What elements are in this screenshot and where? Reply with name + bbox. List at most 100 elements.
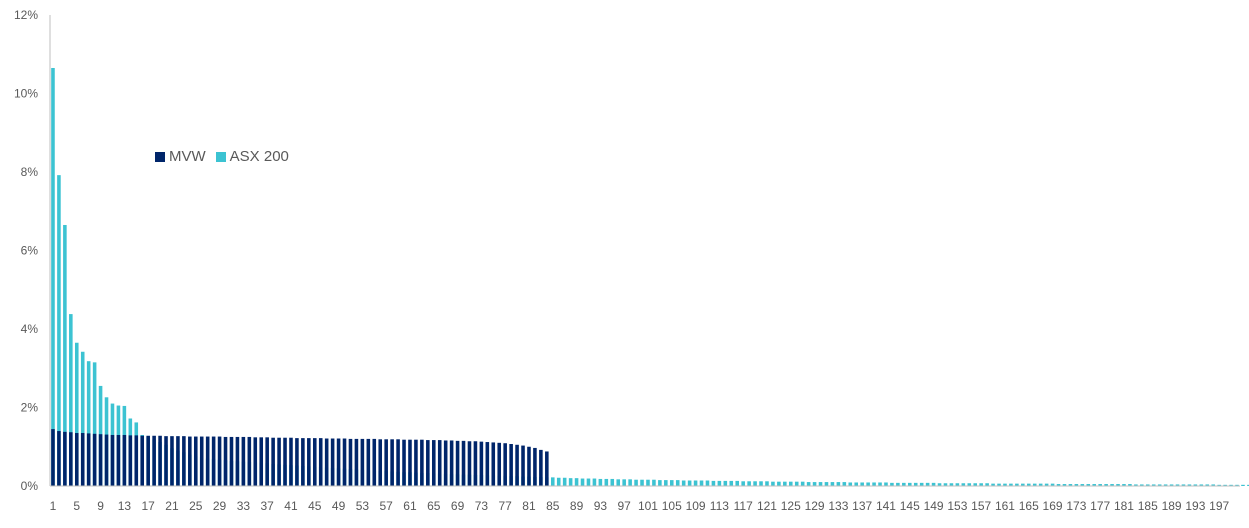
mvw-bar [330, 438, 335, 486]
mvw-bar [57, 431, 61, 486]
asx200-bar [74, 342, 79, 486]
asx200-bar [598, 478, 603, 486]
x-tick-label: 173 [1066, 499, 1086, 513]
asx200-bar [652, 479, 656, 486]
asx200-bar [1205, 484, 1210, 486]
asx200-bar [961, 483, 966, 486]
mvw-bar [283, 437, 287, 486]
y-tick-label: 0% [21, 479, 39, 493]
mvw-bar [122, 434, 127, 486]
mvw-bar [485, 442, 490, 486]
asx200-bar [741, 481, 745, 486]
mvw-bar [158, 435, 162, 486]
asx200-bar [1056, 484, 1061, 486]
asx200-bar [1151, 484, 1156, 486]
x-axis-tick-labels: 1 5 9 13 17 21 25 29 33 37 41 45 49 53 57 61 65 69 73 77 81 8… [50, 499, 1230, 513]
asx200-bar [681, 480, 686, 486]
asx200-bar [890, 482, 894, 486]
x-tick-label: 37 [261, 499, 275, 513]
mvw-bar [539, 449, 543, 486]
x-tick-label: 153 [947, 499, 967, 513]
asx200-bar [1175, 484, 1180, 486]
asx200-bar [800, 481, 805, 486]
asx200-bar [794, 481, 799, 486]
asx200-bar [1050, 483, 1055, 486]
asx200-bar [991, 483, 995, 486]
legend-swatch-mvw [155, 151, 165, 162]
legend-item-mvw: MVW [155, 148, 206, 165]
mvw-bar [455, 440, 460, 486]
asx200-bar [777, 481, 781, 486]
asx200-bar [1187, 484, 1192, 486]
mvw-bar [461, 440, 466, 486]
asx200-bar [80, 351, 85, 486]
mvw-bar [521, 445, 525, 486]
mvw-bar [402, 439, 406, 486]
mvw-bar [69, 432, 73, 486]
asx200-bar [1062, 484, 1067, 486]
mvw-bar [372, 438, 377, 486]
asx200-bar [556, 477, 561, 486]
mvw-bar [342, 438, 347, 486]
x-tick-label: 161 [995, 499, 1015, 513]
mvw-bar [503, 443, 507, 486]
mvw-bar [390, 439, 394, 486]
mvw-bar [146, 435, 150, 486]
asx200-bar [872, 482, 876, 486]
mvw-bar [396, 439, 400, 486]
mvw-bar [271, 437, 275, 486]
asx200-bar [830, 482, 835, 486]
asx200-bar [51, 67, 55, 487]
mvw-bar [312, 438, 317, 486]
asx200-bar [1128, 484, 1132, 486]
y-tick-label: 2% [21, 401, 39, 415]
legend-item-asx200: ASX 200 [215, 148, 289, 165]
mvw-bar [527, 446, 531, 486]
mvw-bar [408, 439, 412, 486]
asx200-bar [759, 481, 763, 486]
mvw-bar [324, 438, 329, 486]
x-tick-label: 185 [1138, 499, 1158, 513]
asx200-bar [771, 481, 775, 486]
asx200-bar [949, 483, 954, 486]
x-tick-label: 65 [427, 499, 441, 513]
asx200-bar [57, 175, 61, 486]
x-tick-label: 109 [686, 499, 706, 513]
legend-label-asx200: ASX 200 [229, 148, 289, 165]
mvw-bar [128, 435, 133, 486]
mvw-bar [295, 438, 299, 486]
asx200-bar [592, 478, 597, 486]
asx200-bar [92, 362, 97, 486]
asx200-bar [586, 478, 591, 486]
x-tick-label: 21 [165, 499, 179, 513]
asx200-bar [604, 478, 609, 486]
x-tick-label: 145 [900, 499, 920, 513]
mvw-bar [170, 436, 174, 486]
x-tick-label: 193 [1185, 499, 1205, 513]
asx200-bar [1169, 484, 1174, 486]
asx200-bar [705, 480, 710, 486]
mvw-bar [318, 438, 323, 486]
mvw-bar [420, 439, 424, 486]
asx200-bar [580, 478, 585, 486]
asx200-bar [1003, 483, 1007, 486]
asx200-bar [1122, 484, 1126, 486]
mvw-bar [307, 438, 311, 486]
mvw-bar [509, 444, 513, 486]
x-tick-label: 49 [332, 499, 346, 513]
mvw-bar [235, 436, 240, 486]
mvw-bar [140, 435, 145, 486]
asx200-bar [634, 479, 638, 486]
asx200-bar [1032, 483, 1037, 486]
asx200-bar [610, 478, 615, 486]
asx200-bar [69, 314, 73, 486]
asx200-bar [925, 482, 930, 486]
asx200-bar [812, 482, 817, 486]
mvw-bar [205, 436, 210, 486]
asx200-bar [1009, 483, 1013, 486]
asx200-bar [955, 483, 960, 486]
x-tick-label: 53 [356, 499, 370, 513]
mvw-bar [241, 436, 246, 486]
mvw-bar [265, 437, 269, 486]
asx200-bar [640, 479, 644, 486]
